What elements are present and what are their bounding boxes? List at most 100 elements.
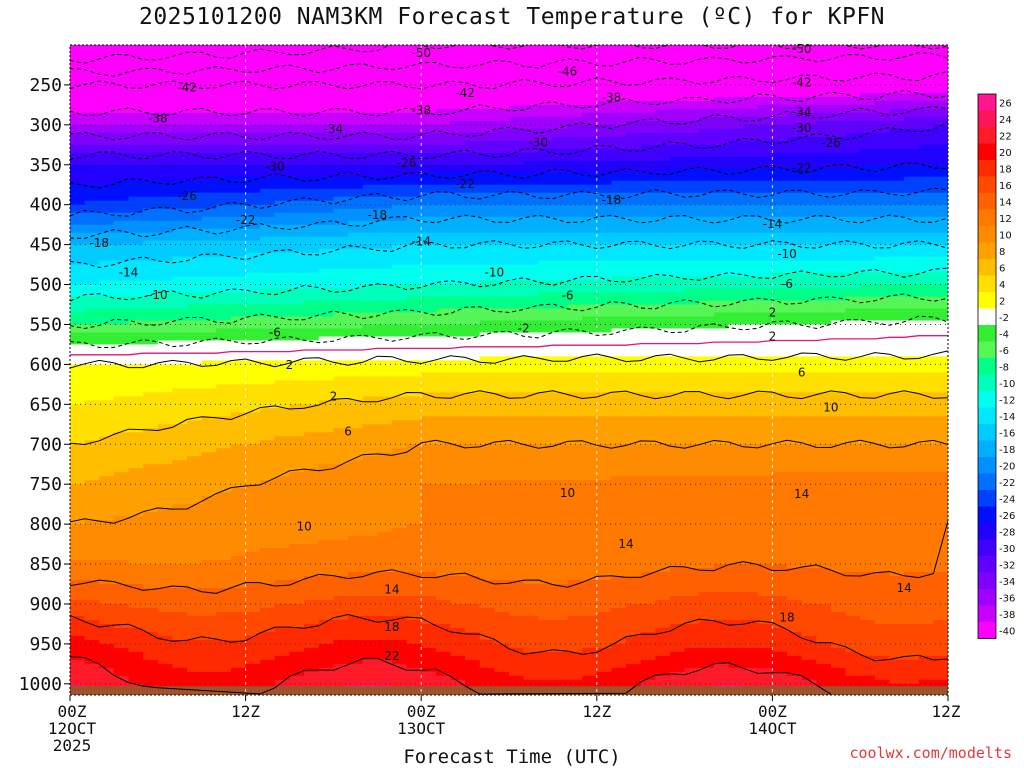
heatmap-cell bbox=[99, 100, 115, 106]
heatmap-cell bbox=[128, 643, 144, 649]
heatmap-cell bbox=[421, 236, 437, 242]
heatmap-cell bbox=[333, 168, 349, 174]
heatmap-cell bbox=[362, 675, 378, 681]
heatmap-cell bbox=[450, 607, 466, 613]
heatmap-cell bbox=[377, 496, 393, 501]
heatmap-cell bbox=[450, 244, 466, 250]
heatmap-cell bbox=[479, 683, 495, 689]
heatmap-cell bbox=[187, 200, 203, 206]
heatmap-cell bbox=[435, 156, 452, 162]
heatmap-cell bbox=[216, 580, 232, 585]
heatmap-cell bbox=[84, 264, 100, 270]
heatmap-cell bbox=[260, 544, 276, 549]
heatmap-cell bbox=[70, 176, 86, 182]
heatmap-cell bbox=[128, 68, 144, 74]
heatmap-cell bbox=[172, 80, 188, 86]
heatmap-cell bbox=[494, 639, 510, 645]
heatmap-cell bbox=[84, 476, 100, 481]
heatmap-cell bbox=[377, 72, 393, 78]
heatmap-cell bbox=[113, 45, 130, 50]
heatmap-cell bbox=[216, 88, 232, 94]
heatmap-cell bbox=[172, 512, 188, 517]
heatmap-cell bbox=[362, 396, 378, 401]
heatmap-cell bbox=[509, 400, 525, 405]
heatmap-cell bbox=[84, 655, 100, 661]
heatmap-cell bbox=[70, 60, 86, 66]
heatmap-cell bbox=[201, 332, 217, 338]
heatmap-cell bbox=[333, 244, 349, 250]
heatmap-cell bbox=[406, 643, 422, 649]
heatmap-cell bbox=[465, 464, 481, 469]
heatmap-cell bbox=[230, 284, 247, 290]
heatmap-cell bbox=[333, 500, 349, 505]
heatmap-cell bbox=[289, 108, 305, 114]
heatmap-cell bbox=[113, 260, 130, 266]
heatmap-cell bbox=[128, 484, 144, 489]
heatmap-cell bbox=[348, 544, 364, 549]
heatmap-cell bbox=[113, 635, 130, 641]
heatmap-cell bbox=[450, 296, 466, 302]
heatmap-cell bbox=[128, 128, 144, 134]
heatmap-cell bbox=[99, 440, 115, 445]
heatmap-cell bbox=[435, 412, 452, 417]
heatmap-cell bbox=[99, 256, 115, 262]
heatmap-cell bbox=[450, 512, 466, 517]
heatmap-cell bbox=[333, 60, 349, 66]
heatmap-cell bbox=[391, 384, 408, 389]
heatmap-cell bbox=[99, 172, 115, 178]
heatmap-cell bbox=[333, 144, 349, 150]
heatmap-cell bbox=[479, 148, 495, 154]
heatmap-cell bbox=[128, 308, 144, 314]
heatmap-cell bbox=[479, 184, 495, 190]
heatmap-cell bbox=[216, 124, 232, 130]
heatmap-cell bbox=[84, 496, 100, 501]
heatmap-cell bbox=[406, 104, 422, 110]
heatmap-cell bbox=[230, 647, 247, 653]
heatmap-cell bbox=[274, 120, 291, 126]
heatmap-cell bbox=[172, 476, 188, 481]
heatmap-cell bbox=[157, 683, 174, 689]
heatmap-cell bbox=[157, 528, 174, 533]
heatmap-cell bbox=[421, 108, 437, 114]
heatmap-cell bbox=[333, 456, 349, 461]
heatmap-cell bbox=[274, 619, 291, 625]
heatmap-cell bbox=[274, 232, 291, 238]
heatmap-cell bbox=[348, 611, 364, 617]
heatmap-cell bbox=[391, 124, 408, 130]
heatmap-cell bbox=[377, 544, 393, 549]
heatmap-cell bbox=[201, 96, 217, 102]
heatmap-cell bbox=[494, 623, 510, 629]
heatmap-cell bbox=[509, 424, 525, 429]
heatmap-cell bbox=[260, 152, 276, 158]
heatmap-cell bbox=[406, 76, 422, 82]
heatmap-cell bbox=[230, 292, 247, 298]
heatmap-cell bbox=[435, 164, 452, 170]
heatmap-cell bbox=[260, 176, 276, 182]
heatmap-cell bbox=[230, 536, 247, 541]
heatmap-cell bbox=[113, 156, 130, 162]
heatmap-cell bbox=[465, 360, 481, 366]
heatmap-cell bbox=[450, 611, 466, 617]
heatmap-cell bbox=[187, 412, 203, 417]
heatmap-cell bbox=[201, 164, 217, 170]
heatmap-cell bbox=[479, 484, 495, 489]
heatmap-cell bbox=[274, 208, 291, 214]
heatmap-cell bbox=[362, 136, 378, 142]
heatmap-cell bbox=[362, 72, 378, 78]
heatmap-cell bbox=[348, 671, 364, 677]
heatmap-cell bbox=[465, 164, 481, 170]
heatmap-cell bbox=[318, 520, 334, 525]
heatmap-cell bbox=[421, 643, 437, 649]
heatmap-cell bbox=[99, 671, 115, 677]
heatmap-cell bbox=[187, 76, 203, 82]
heatmap-cell bbox=[70, 236, 86, 242]
heatmap-cell bbox=[128, 152, 144, 158]
heatmap-cell bbox=[70, 468, 86, 473]
heatmap-cell bbox=[201, 308, 217, 314]
heatmap-cell bbox=[479, 144, 495, 150]
heatmap-cell bbox=[391, 400, 408, 405]
heatmap-cell bbox=[216, 220, 232, 226]
heatmap-cell bbox=[70, 580, 86, 585]
heatmap-cell bbox=[99, 536, 115, 541]
heatmap-cell bbox=[274, 643, 291, 649]
